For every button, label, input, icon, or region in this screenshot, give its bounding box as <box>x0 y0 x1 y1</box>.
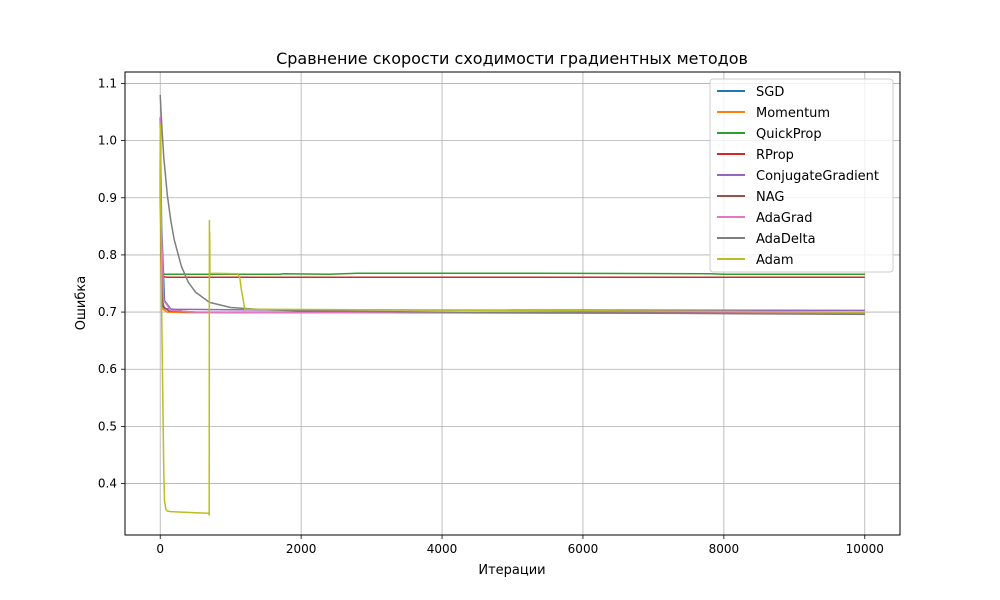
x-tick-label: 0 <box>156 542 164 556</box>
x-tick-label: 10000 <box>846 542 884 556</box>
y-tick-label: 1.0 <box>98 134 117 148</box>
series-line-adadelta <box>159 94 865 316</box>
legend-label-adam: Adam <box>756 253 794 268</box>
legend-label-adagrad: AdaGrad <box>756 211 813 226</box>
legend-label-rprop: RProp <box>756 148 794 163</box>
series-line-adam <box>159 123 865 516</box>
x-tick-label: 8000 <box>709 542 740 556</box>
series-lines <box>159 94 865 516</box>
y-tick-label: 0.9 <box>98 191 117 205</box>
y-tick-label: 0.5 <box>98 419 117 433</box>
y-tick-label: 0.6 <box>98 362 117 376</box>
plot-frame <box>124 71 901 536</box>
legend-label-quickprop: QuickProp <box>756 127 822 142</box>
x-tick-label: 4000 <box>427 542 458 556</box>
legend: SGD Momentum QuickProp RProp ConjugateGradie… <box>709 78 894 273</box>
y-tick-label: 1.1 <box>98 76 117 90</box>
x-tick-label: 2000 <box>286 542 317 556</box>
legend-label-momentum: Momentum <box>756 106 830 121</box>
y-tick-label: 0.4 <box>98 477 117 491</box>
x-axis-label: Итерации <box>478 563 545 578</box>
legend-label-adadelta: AdaDelta <box>756 232 816 247</box>
legend-box <box>709 78 894 273</box>
x-tick-label: 6000 <box>568 542 599 556</box>
chart-title: Сравнение скорости сходимости градиентны… <box>276 49 748 68</box>
axis-ticks: 0 2000 4000 6000 8000 10000 0.4 0.5 0.6 0.7 0.8 0.9… <box>98 76 884 556</box>
y-tick-label: 0.7 <box>98 305 117 319</box>
y-tick-label: 0.8 <box>98 248 117 262</box>
legend-label-sgd: SGD <box>756 85 784 100</box>
legend-label-conjugategradient: ConjugateGradient <box>756 169 879 184</box>
y-axis-label: Ошибка <box>74 276 89 330</box>
legend-label-nag: NAG <box>756 190 784 205</box>
